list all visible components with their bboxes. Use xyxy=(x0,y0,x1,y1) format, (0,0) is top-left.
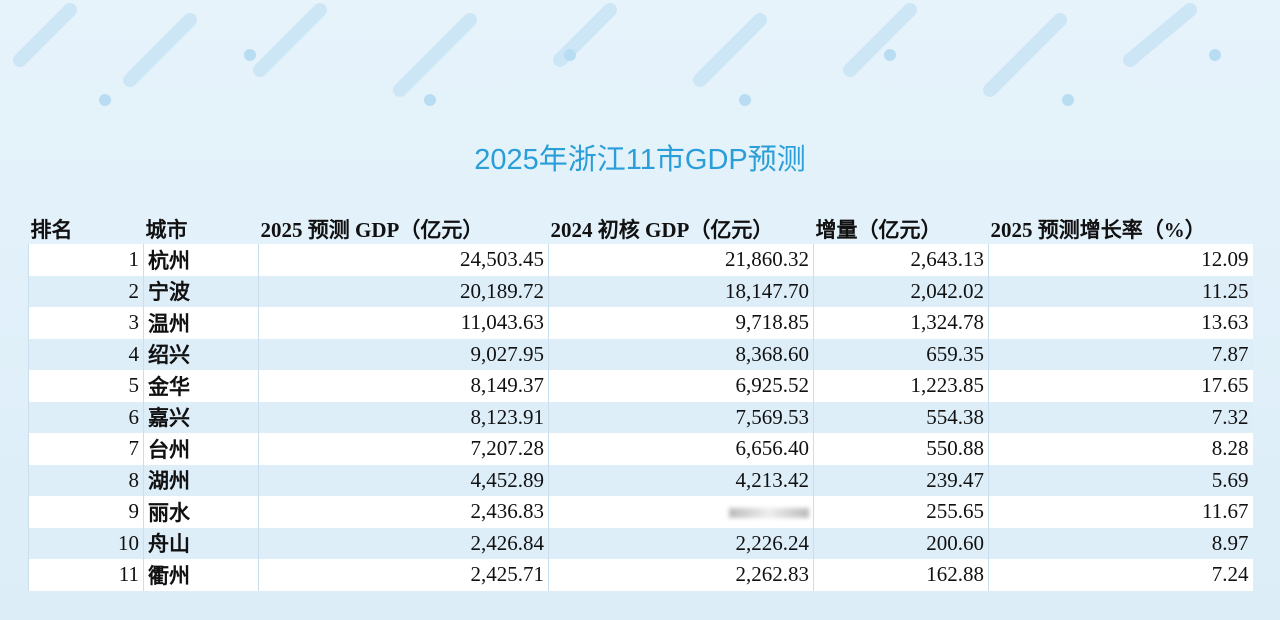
table-cell: 17.65 xyxy=(988,370,1253,402)
table-cell: 2,226.24 xyxy=(548,527,814,559)
header-cell: 城市 xyxy=(143,214,259,244)
table-cell: 绍兴 xyxy=(143,338,259,370)
table-cell: 8.28 xyxy=(988,433,1253,465)
table-cell: 2,436.83 xyxy=(258,496,549,528)
table-cell: 10 xyxy=(28,527,144,559)
table-cell: 7,569.53 xyxy=(548,401,814,433)
table: 排名 城市 2025 预测 GDP（亿元） 2024 初核 GDP（亿元） 增量（亿元）… xyxy=(28,214,1253,591)
table-cell: 9,718.85 xyxy=(548,307,814,339)
table-cell: 舟山 xyxy=(143,527,259,559)
table-cell: 11.67 xyxy=(988,496,1253,528)
decoration xyxy=(13,3,1221,106)
table-cell: 衢州 xyxy=(143,559,259,591)
table-cell: 255.65 xyxy=(813,496,989,528)
table-cell: 金华 xyxy=(143,370,259,402)
table-cell: 2 xyxy=(28,275,144,307)
table-cell: 20,189.72 xyxy=(258,275,549,307)
table-row: 9 丽水 2,436.83 255.65 11.67 xyxy=(28,496,1253,528)
table-cell: 1,324.78 xyxy=(813,307,989,339)
table-cell: 13.63 xyxy=(988,307,1253,339)
table-cell: 温州 xyxy=(143,307,259,339)
table-cell: 6,925.52 xyxy=(548,370,814,402)
table-cell: 5.69 xyxy=(988,464,1253,496)
table-cell: 11,043.63 xyxy=(258,307,549,339)
table-cell: 12.09 xyxy=(988,244,1253,276)
table-cell: 7,207.28 xyxy=(258,433,549,465)
table-cell: 7.32 xyxy=(988,401,1253,433)
table-cell: 6 xyxy=(28,401,144,433)
table-cell: 2,643.13 xyxy=(813,244,989,276)
table-body: 1 杭州 24,503.45 21,860.32 2,643.13 12.09 2 宁波 20,… xyxy=(28,244,1253,591)
table-cell: 7.24 xyxy=(988,559,1253,591)
table-cell: 3 xyxy=(28,307,144,339)
table-cell: 24,503.45 xyxy=(258,244,549,276)
header-row: 排名 城市 2025 预测 GDP（亿元） 2024 初核 GDP（亿元） 增量（亿元）… xyxy=(28,214,1253,244)
table-cell: 2,262.83 xyxy=(548,559,814,591)
table-cell: 嘉兴 xyxy=(143,401,259,433)
table-cell: 659.35 xyxy=(813,338,989,370)
table-row: 1 杭州 24,503.45 21,860.32 2,643.13 12.09 xyxy=(28,244,1253,276)
table-cell: 9,027.95 xyxy=(258,338,549,370)
title: 2025年浙江11市GDP预测 xyxy=(474,144,806,176)
table-cell: 8,368.60 xyxy=(548,338,814,370)
table-row: 2 宁波 20,189.72 18,147.70 2,042.02 11.25 xyxy=(28,275,1253,307)
table-row: 4 绍兴 9,027.95 8,368.60 659.35 7.87 xyxy=(28,338,1253,370)
table-cell: 11.25 xyxy=(988,275,1253,307)
table-cell: 9 xyxy=(28,496,144,528)
table-cell: 21,860.32 xyxy=(548,244,814,276)
table-cell: 162.88 xyxy=(813,559,989,591)
table-row: 7 台州 7,207.28 6,656.40 550.88 8.28 xyxy=(28,433,1253,465)
header-cell: 排名 xyxy=(28,214,144,244)
table-row: 3 温州 11,043.63 9,718.85 1,324.78 13.63 xyxy=(28,307,1253,339)
table-cell: 7 xyxy=(28,433,144,465)
table-cell: 239.47 xyxy=(813,464,989,496)
table-cell: 11 xyxy=(28,559,144,591)
table-cell: 1,223.85 xyxy=(813,370,989,402)
table-cell: 200.60 xyxy=(813,527,989,559)
table-row: 10 舟山 2,426.84 2,226.24 200.60 8.97 xyxy=(28,527,1253,559)
table-cell: 8,123.91 xyxy=(258,401,549,433)
table-cell: 8.97 xyxy=(988,527,1253,559)
table-cell: 550.88 xyxy=(813,433,989,465)
table-row: 8 湖州 4,452.89 4,213.42 239.47 5.69 xyxy=(28,464,1253,496)
header-cell: 2025 预测增长率（%） xyxy=(988,214,1253,244)
header-cell: 2025 预测 GDP（亿元） xyxy=(258,214,549,244)
table-cell: 杭州 xyxy=(143,244,259,276)
table-cell: 4 xyxy=(28,338,144,370)
table-cell: 554.38 xyxy=(813,401,989,433)
table-cell: 5 xyxy=(28,370,144,402)
table-row: 11 衢州 2,425.71 2,262.83 162.88 7.24 xyxy=(28,559,1253,591)
table-cell: 2,426.84 xyxy=(258,527,549,559)
table-cell: 湖州 xyxy=(143,464,259,496)
table-cell: 丽水 xyxy=(143,496,259,528)
table-cell: 6,656.40 xyxy=(548,433,814,465)
watermark xyxy=(729,508,809,519)
table-cell: 18,147.70 xyxy=(548,275,814,307)
table-cell: 4,213.42 xyxy=(548,464,814,496)
table-cell: 台州 xyxy=(143,433,259,465)
table-cell: 7.87 xyxy=(988,338,1253,370)
table-cell: 8,149.37 xyxy=(258,370,549,402)
table-cell: 8 xyxy=(28,464,144,496)
table-cell: 2,425.71 xyxy=(258,559,549,591)
header-cell: 2024 初核 GDP（亿元） xyxy=(548,214,814,244)
table-cell: 1 xyxy=(28,244,144,276)
header-cell: 增量（亿元） xyxy=(813,214,989,244)
table-row: 6 嘉兴 8,123.91 7,569.53 554.38 7.32 xyxy=(28,401,1253,433)
table-cell: 2,042.02 xyxy=(813,275,989,307)
table-cell: 宁波 xyxy=(143,275,259,307)
obscured-cell xyxy=(548,496,814,528)
table-cell: 4,452.89 xyxy=(258,464,549,496)
table-row: 5 金华 8,149.37 6,925.52 1,223.85 17.65 xyxy=(28,370,1253,402)
